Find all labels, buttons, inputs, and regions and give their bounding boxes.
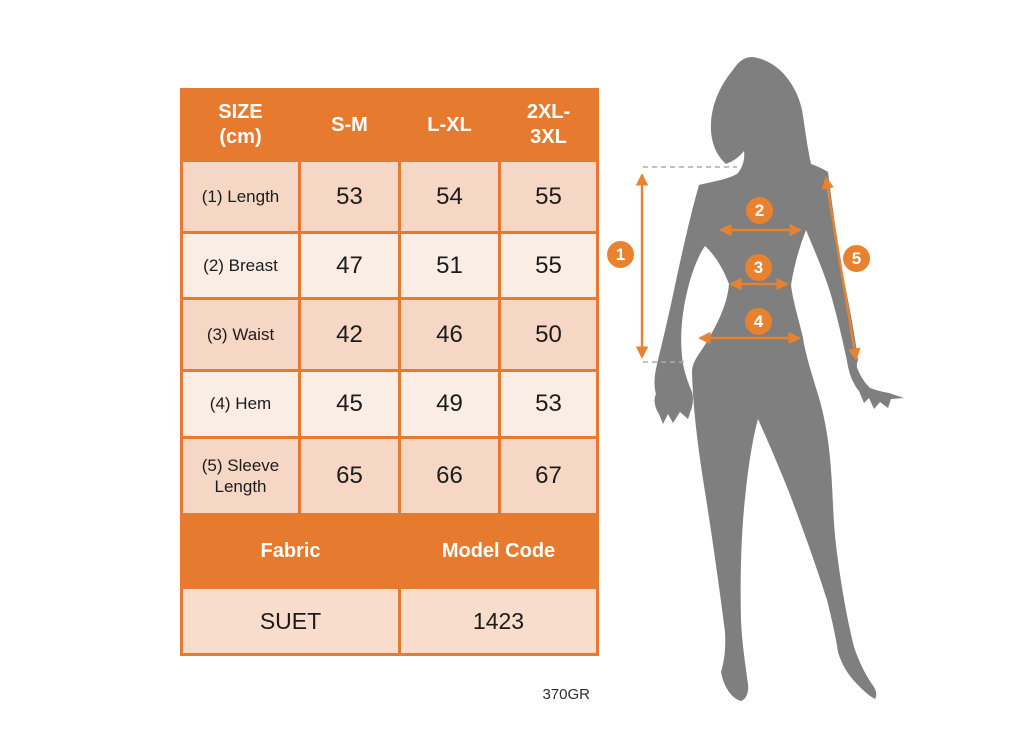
row-hem: (4) Hem 45 49 53: [180, 369, 599, 439]
model-code-value-cell: 1423: [398, 586, 599, 656]
xxl-header-line1: 2XL-: [526, 101, 571, 123]
measure-badge-1: 1: [607, 241, 634, 268]
row-length: (1) Length 53 54 55: [180, 159, 599, 234]
row-sleeve-length: (5) Sleeve Length 65 66 67: [180, 436, 599, 516]
size-value: 50: [498, 297, 599, 372]
size-value: 53: [298, 159, 401, 234]
size-value: 66: [398, 436, 501, 516]
measure-badge-2: 2: [746, 197, 773, 224]
size-header-line2: (cm): [219, 126, 262, 148]
size-value: 65: [298, 436, 401, 516]
measure-label: (3) Waist: [180, 297, 301, 372]
col-header-size: SIZE (cm): [180, 88, 301, 162]
size-value: 49: [398, 369, 501, 439]
table-header-row: SIZE (cm) S-M L-XL 2XL- 3XL: [180, 88, 599, 162]
measure-badge-4: 4: [745, 308, 772, 335]
col-header-lxl: L-XL: [398, 88, 501, 162]
size-value: 51: [398, 231, 501, 300]
row-waist: (3) Waist 42 46 50: [180, 297, 599, 372]
size-value: 55: [498, 231, 599, 300]
fabric-value-cell: SUET: [180, 586, 401, 656]
col-header-sm: S-M: [298, 88, 401, 162]
figure-canvas: [635, 57, 904, 701]
measure-label: (4) Hem: [180, 369, 301, 439]
xxl-header-line2: 3XL: [530, 126, 567, 148]
model-code-header-cell: Model Code: [398, 513, 599, 589]
measure-label: (5) Sleeve Length: [180, 436, 301, 516]
measurement-figure: 1 2 3 4 5: [600, 40, 1024, 730]
fabric-header-cell: Fabric: [180, 513, 401, 589]
weight-note: 370GR: [542, 686, 590, 703]
footer-value-row: SUET 1423: [180, 586, 599, 656]
size-value: 42: [298, 297, 401, 372]
footer-header-row: Fabric Model Code: [180, 513, 599, 589]
measure-badge-3: 3: [745, 254, 772, 281]
size-value: 45: [298, 369, 401, 439]
size-value: 54: [398, 159, 501, 234]
size-value: 55: [498, 159, 599, 234]
col-header-2xl3xl: 2XL- 3XL: [498, 88, 599, 162]
measure-label: (2) Breast: [180, 231, 301, 300]
size-value: 46: [398, 297, 501, 372]
measure-badge-5: 5: [843, 245, 870, 272]
size-header-line1: SIZE: [218, 101, 263, 123]
measure-label: (1) Length: [180, 159, 301, 234]
size-value: 47: [298, 231, 401, 300]
size-value: 67: [498, 436, 599, 516]
size-value: 53: [498, 369, 599, 439]
body-silhouette-image: [654, 57, 904, 701]
row-breast: (2) Breast 47 51 55: [180, 231, 599, 300]
size-table: SIZE (cm) S-M L-XL 2XL- 3XL (1) Length 5…: [180, 88, 599, 656]
measure-arrow-5-sleeve: [821, 176, 861, 361]
